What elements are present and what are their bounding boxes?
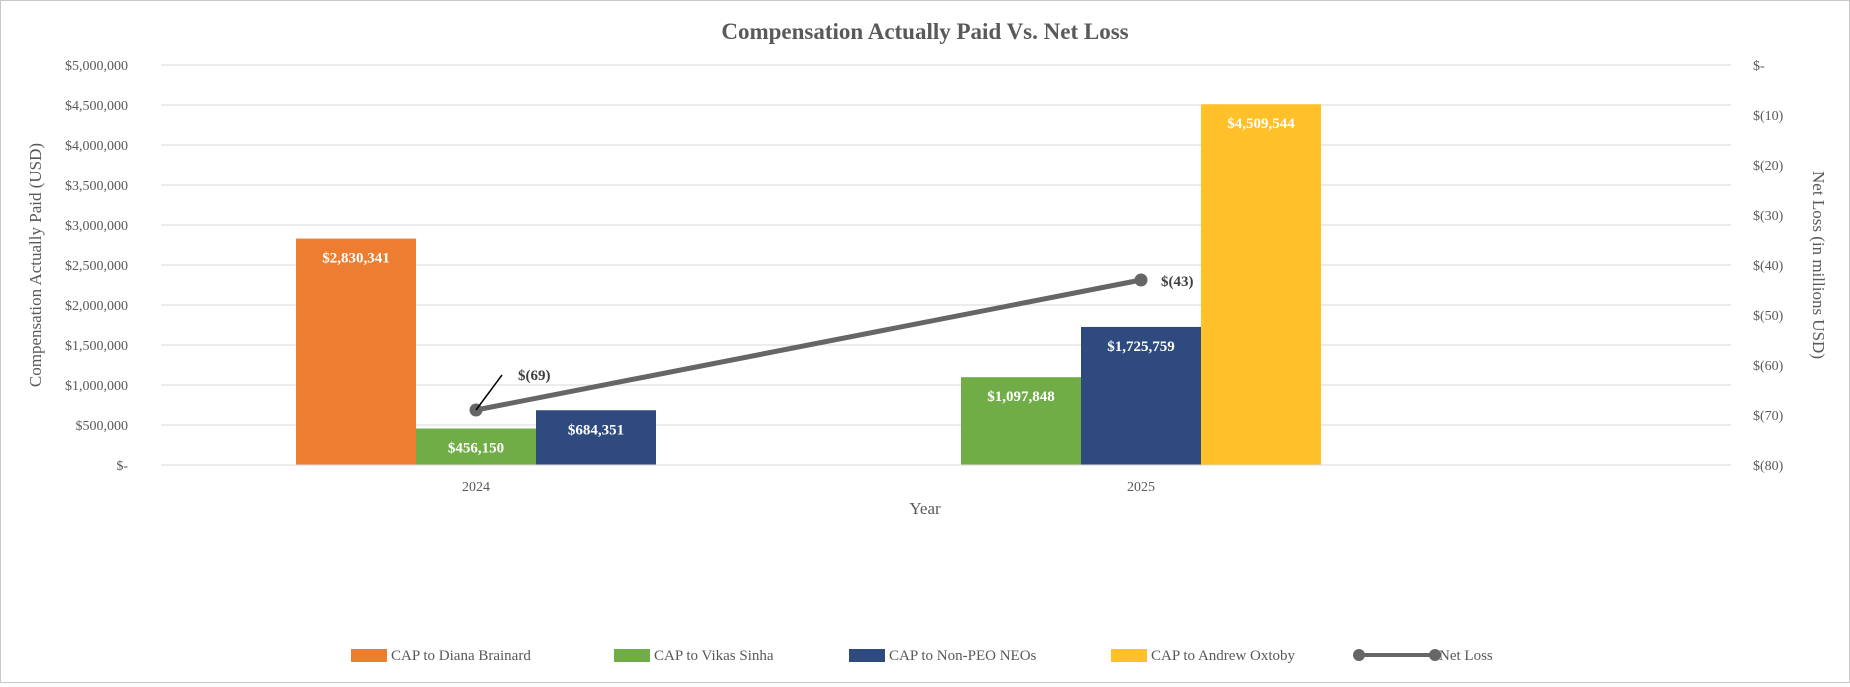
legend-swatch xyxy=(849,649,885,662)
y-tick-label: $3,000,000 xyxy=(65,219,128,234)
y-tick-label: $1,000,000 xyxy=(65,379,128,394)
legend-swatch xyxy=(614,649,650,662)
net-loss-data-label: $(69) xyxy=(518,368,551,384)
bar xyxy=(296,238,416,465)
y2-tick-label: $(60) xyxy=(1753,359,1784,374)
y-tick-label: $4,000,000 xyxy=(65,139,128,154)
y-tick-label: $1,500,000 xyxy=(65,339,128,354)
chart-title: Compensation Actually Paid Vs. Net Loss xyxy=(721,19,1128,44)
net-loss-line xyxy=(475,277,1142,413)
y-tick-label: $- xyxy=(116,459,128,474)
net-loss-leader-line xyxy=(475,374,503,411)
legend-label: CAP to Vikas Sinha xyxy=(654,648,774,664)
bar-data-label: $456,150 xyxy=(448,441,504,457)
y2-tick-label: $(20) xyxy=(1753,159,1784,174)
legend-swatch xyxy=(1111,649,1147,662)
y-axis-title: Compensation Actually Paid (USD) xyxy=(26,143,45,387)
bar-data-label: $1,725,759 xyxy=(1107,339,1175,355)
bar xyxy=(1081,326,1201,465)
legend-swatch xyxy=(351,649,387,662)
y-tick-label: $500,000 xyxy=(76,419,129,434)
y-tick-label: $4,500,000 xyxy=(65,99,128,114)
y2-tick-label: $(30) xyxy=(1753,209,1784,224)
x-axis-title: Year xyxy=(909,499,941,518)
legend-label: Net Loss xyxy=(1439,648,1493,664)
x-tick-label: 2025 xyxy=(1127,480,1155,495)
bar-data-label: $684,351 xyxy=(568,422,624,438)
y2-tick-label: $- xyxy=(1753,59,1765,74)
bar-data-label: $2,830,341 xyxy=(322,251,390,267)
x-tick-label: 2024 xyxy=(462,480,490,495)
y-tick-label: $3,500,000 xyxy=(65,179,128,194)
y-tick-label: $2,000,000 xyxy=(65,299,128,314)
y2-tick-label: $(40) xyxy=(1753,259,1784,274)
y2-tick-label: $(70) xyxy=(1753,409,1784,424)
bar xyxy=(961,377,1081,465)
legend-marker xyxy=(1353,649,1365,661)
legend-label: CAP to Andrew Oxtoby xyxy=(1151,648,1296,664)
net-loss-data-label: $(43) xyxy=(1161,274,1194,290)
bar-data-label: $1,097,848 xyxy=(987,389,1055,405)
y2-tick-label: $(80) xyxy=(1753,459,1784,474)
legend-label: CAP to Diana Brainard xyxy=(391,648,531,664)
y2-tick-label: $(10) xyxy=(1753,109,1784,124)
bar xyxy=(536,410,656,465)
bar-data-label: $4,509,544 xyxy=(1227,116,1295,132)
net-loss-point xyxy=(1134,273,1148,287)
y2-axis-title: Net Loss (in millions USD) xyxy=(1809,171,1828,359)
y-tick-label: $5,000,000 xyxy=(65,59,128,74)
legend-marker xyxy=(1429,649,1441,661)
y-tick-label: $2,500,000 xyxy=(65,259,128,274)
legend-label: CAP to Non-PEO NEOs xyxy=(889,648,1037,664)
y2-tick-label: $(50) xyxy=(1753,309,1784,324)
bar xyxy=(1201,104,1321,465)
bar xyxy=(416,428,536,465)
